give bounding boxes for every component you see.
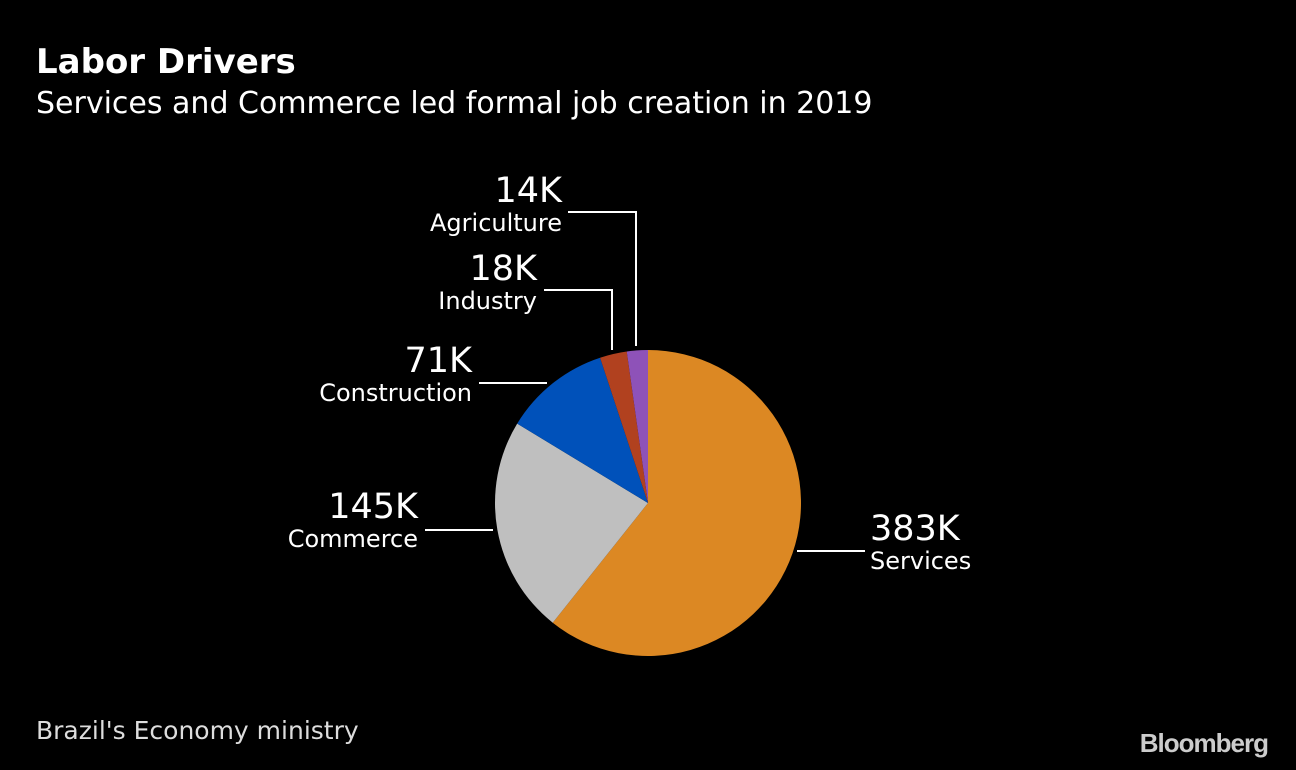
chart-subtitle: Services and Commerce led formal job cre…	[36, 86, 873, 121]
data-label-agriculture: 14K Agriculture	[430, 171, 563, 237]
slice-name: Agriculture	[430, 209, 562, 237]
slice-name: Commerce	[287, 525, 418, 553]
slice-name: Industry	[438, 287, 537, 315]
slice-name: Services	[870, 547, 972, 575]
pie-slice-industry	[600, 351, 648, 503]
slice-value: 14K	[494, 171, 563, 211]
pie-slice-construction	[517, 357, 648, 503]
leader-line-agriculture	[568, 211, 637, 346]
slice-value: 71K	[404, 341, 473, 381]
chart-title: Labor Drivers	[36, 42, 296, 82]
source-note: Brazil's Economy ministry	[36, 716, 359, 745]
slice-value: 18K	[469, 249, 538, 289]
bloomberg-logo: Bloomberg	[1139, 728, 1269, 758]
data-label-construction: 71K Construction	[319, 341, 473, 407]
slice-value: 383K	[870, 509, 960, 549]
pie-slice-agriculture	[626, 350, 648, 503]
pie-slice-commerce	[495, 423, 648, 623]
pie-slice-services	[552, 350, 801, 657]
data-label-industry: 18K Industry	[438, 249, 538, 315]
data-label-commerce: 145K Commerce	[287, 487, 418, 553]
slice-name: Construction	[319, 379, 472, 407]
leader-line-industry	[544, 289, 613, 350]
slice-value: 145K	[328, 487, 418, 527]
data-label-services: 383K Services	[870, 509, 972, 575]
